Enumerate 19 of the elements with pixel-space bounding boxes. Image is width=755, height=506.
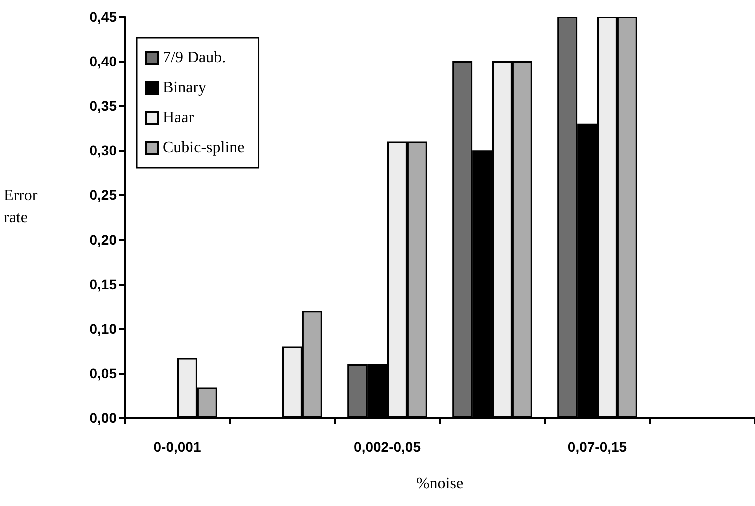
y-tick-label: 0,15: [90, 276, 118, 292]
y-tick-label: 0,40: [90, 54, 118, 70]
y-tick-label: 0,20: [90, 232, 118, 248]
y-tick-label: 0,45: [90, 9, 118, 25]
y-tick-label: 0,30: [90, 142, 118, 159]
y-tick-label: 0,00: [90, 410, 118, 426]
y-tick-label: 0,05: [90, 365, 118, 382]
y-tick-label: 0,10: [90, 320, 118, 337]
y-tick-label: 0,35: [90, 98, 118, 114]
x-tick-label: 0,002-0,05: [354, 439, 422, 455]
legend-label: Binary: [163, 80, 207, 96]
x-axis-title: %noise: [416, 476, 464, 492]
y-tick-label: 0,25: [90, 187, 118, 204]
y-axis-title: Error rate: [4, 188, 38, 226]
legend-label: Cubic-spline: [163, 140, 245, 156]
x-tick-label: 0,07-0,15: [568, 439, 628, 455]
x-tick-label: 0-0,001: [154, 439, 202, 455]
legend-label: Haar: [163, 110, 195, 126]
legend-label: 7/9 Daub.: [163, 50, 226, 66]
